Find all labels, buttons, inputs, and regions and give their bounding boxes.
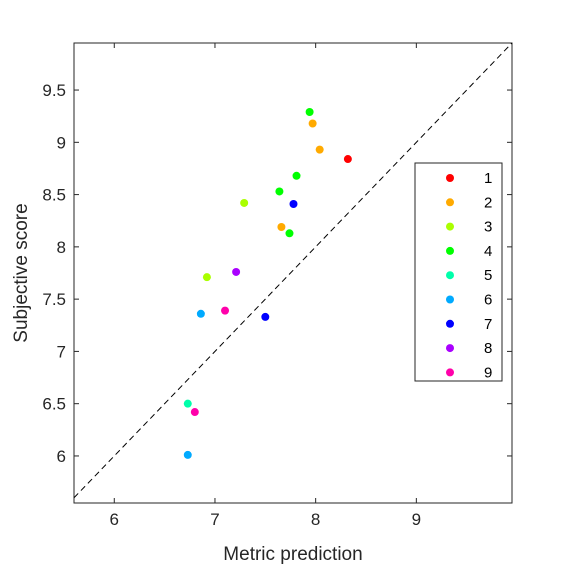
legend-marker-8 — [446, 344, 454, 353]
legend-label-3: 3 — [484, 219, 492, 236]
y-tick-label: 6 — [57, 447, 66, 466]
legend-marker-6 — [446, 295, 454, 304]
data-point-series-4 — [292, 171, 301, 180]
axis-ticks: 6 7 8 9 6 6.5 7 7.5 8 8.5 9 9.5 — [42, 43, 512, 529]
legend-label-2: 2 — [484, 194, 492, 211]
legend-label-5: 5 — [484, 267, 492, 284]
legend-marker-9 — [446, 368, 454, 377]
data-point-series-3 — [240, 198, 249, 207]
data-point-series-7 — [261, 312, 270, 321]
x-tick-label: 6 — [110, 510, 119, 529]
data-point-series-5 — [183, 399, 192, 408]
legend-label-8: 8 — [484, 340, 492, 357]
data-points — [183, 108, 352, 459]
data-point-series-4 — [305, 108, 314, 116]
legend-marker-5 — [446, 271, 454, 280]
x-axis-label: Metric prediction — [223, 544, 362, 565]
legend-marker-3 — [446, 222, 454, 231]
y-tick-label: 8.5 — [42, 186, 66, 205]
data-point-series-6 — [196, 309, 205, 318]
legend-marker-7 — [446, 319, 454, 328]
legend-label-7: 7 — [484, 316, 492, 333]
legend-marker-2 — [446, 198, 454, 207]
x-tick-label: 8 — [311, 510, 320, 529]
data-point-series-4 — [275, 187, 284, 196]
data-point-series-1 — [343, 155, 352, 164]
y-tick-label: 6.5 — [42, 395, 66, 414]
identity-line — [73, 42, 513, 499]
legend-label-1: 1 — [484, 170, 492, 187]
data-point-series-6 — [183, 450, 192, 459]
data-point-series-3 — [202, 273, 211, 282]
data-point-series-9 — [190, 408, 199, 417]
legend-marker-1 — [446, 174, 454, 182]
legend-marker-4 — [446, 246, 454, 255]
legend-label-4: 4 — [484, 243, 492, 260]
data-point-series-2 — [315, 145, 324, 154]
legend-label-6: 6 — [484, 292, 492, 309]
data-point-series-2 — [308, 119, 317, 128]
data-point-series-7 — [289, 200, 298, 208]
y-tick-label: 9.5 — [42, 81, 66, 100]
data-point-series-2 — [277, 223, 286, 231]
data-point-series-8 — [232, 267, 241, 276]
y-tick-label: 7.5 — [42, 290, 66, 309]
y-tick-label: 9 — [57, 133, 66, 152]
y-tick-label: 7 — [57, 342, 66, 361]
x-tick-label: 7 — [210, 510, 219, 529]
legend: 1 2 3 4 5 6 7 8 9 — [414, 162, 503, 382]
identity-reference-line — [73, 42, 513, 499]
data-point-series-4 — [285, 229, 294, 238]
y-tick-label: 8 — [57, 238, 66, 257]
data-point-series-9 — [221, 306, 230, 315]
legend-box — [414, 162, 503, 382]
x-tick-label: 9 — [412, 510, 421, 529]
legend-label-9: 9 — [484, 364, 492, 381]
y-axis-label: Subjective score — [11, 203, 32, 342]
